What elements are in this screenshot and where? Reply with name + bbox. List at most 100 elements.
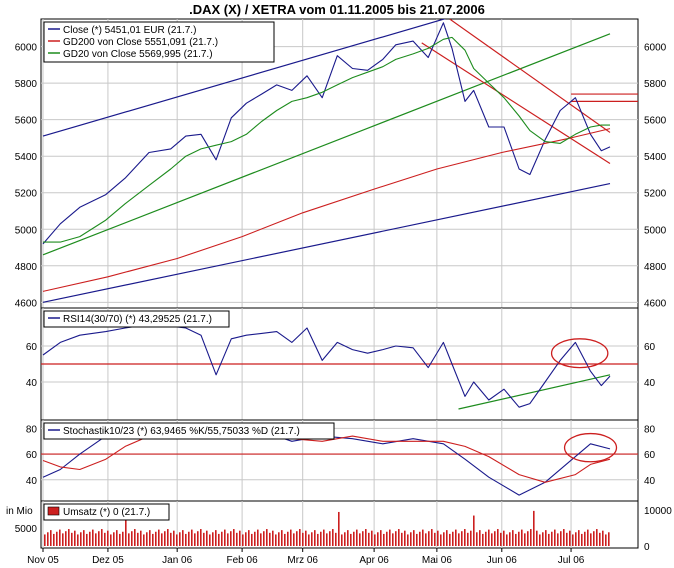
volume-bar bbox=[428, 531, 430, 546]
volume-bar bbox=[149, 530, 151, 546]
stochastic-ytick-label-left: 80 bbox=[26, 424, 38, 435]
volume-bar bbox=[113, 532, 115, 546]
rsi-ytick-label-left: 40 bbox=[26, 378, 38, 389]
volume-bar bbox=[527, 531, 529, 546]
volume-bar bbox=[551, 531, 553, 546]
stochastic-ytick-label-left: 40 bbox=[26, 476, 38, 487]
volume-bar bbox=[305, 530, 307, 546]
volume-bar bbox=[386, 531, 388, 546]
volume-bar bbox=[128, 533, 130, 546]
volume-bar bbox=[236, 532, 238, 546]
volume-bar bbox=[347, 530, 349, 546]
volume-bar bbox=[362, 531, 364, 546]
volume-bar bbox=[44, 534, 46, 546]
volume-bar bbox=[167, 529, 169, 546]
volume-bar bbox=[107, 530, 109, 546]
volume-bar bbox=[83, 530, 85, 546]
price-plot-area bbox=[42, 19, 611, 303]
volume-bar bbox=[554, 529, 556, 546]
stochastic-ytick-label-left: 60 bbox=[26, 450, 38, 461]
volume-bar bbox=[245, 532, 247, 546]
volume-bar bbox=[383, 533, 385, 546]
volume-bar bbox=[401, 532, 403, 546]
volume-bar bbox=[281, 530, 283, 546]
volume-bar bbox=[134, 529, 136, 546]
volume-bar bbox=[449, 533, 451, 546]
chart-title: .DAX (X) / XETRA vom 01.11.2005 bis 21.0… bbox=[189, 2, 485, 17]
volume-bar bbox=[596, 529, 598, 546]
volume-bar bbox=[152, 533, 154, 546]
volume-bar bbox=[59, 529, 61, 546]
x-tick-label: Jun 06 bbox=[487, 555, 517, 566]
volume-bar bbox=[599, 532, 601, 546]
volume-bar bbox=[452, 531, 454, 546]
price-ytick-label-left: 4800 bbox=[15, 262, 38, 273]
rsi-panel: 40 40 60 60 RSI14(30/70) (*) 43,29525 (21.7.… bbox=[26, 307, 656, 421]
volume-bar bbox=[173, 530, 175, 546]
volume-bar bbox=[203, 532, 205, 546]
volume-bar bbox=[458, 533, 460, 546]
volume-bar bbox=[155, 531, 157, 546]
volume-bar bbox=[53, 533, 55, 546]
volume-bar bbox=[443, 532, 445, 546]
volume-bar bbox=[299, 529, 301, 546]
stochastic-ytick-label-right: 80 bbox=[644, 424, 656, 435]
volume-bar bbox=[359, 533, 361, 546]
volume-bar bbox=[425, 533, 427, 546]
stochastic-legend: Stochastik10/23 (*) 63,9465 %K/55,75033 … bbox=[43, 422, 335, 440]
volume-bar bbox=[182, 530, 184, 546]
volume-bar bbox=[497, 529, 499, 546]
price-series-line-2 bbox=[43, 36, 610, 243]
volume-bar bbox=[407, 534, 409, 546]
volume-bar bbox=[158, 529, 160, 546]
volume-bar bbox=[143, 534, 145, 546]
volume-legend-box bbox=[43, 503, 170, 521]
volume-bar bbox=[506, 534, 508, 546]
volume-bar bbox=[137, 532, 139, 546]
volume-bar bbox=[473, 515, 475, 546]
volume-bar bbox=[179, 532, 181, 546]
volume-bar bbox=[539, 534, 541, 546]
volume-bar bbox=[530, 529, 532, 546]
price-ytick-label-right: 6000 bbox=[644, 43, 667, 54]
volume-bar bbox=[392, 533, 394, 546]
volume-bar bbox=[476, 532, 478, 546]
x-axis: Nov 05 Dez 05 Jan 06 Feb 06 Mrz 06 Apr 06 Mai … bbox=[27, 548, 585, 566]
volume-bar bbox=[266, 529, 268, 546]
volume-bar bbox=[470, 530, 472, 546]
volume-bar bbox=[197, 531, 199, 546]
volume-bar bbox=[227, 533, 229, 546]
volume-bar bbox=[560, 531, 562, 546]
rsi-ytick-label-right: 60 bbox=[644, 342, 656, 353]
volume-bar bbox=[218, 533, 220, 546]
volume-bar bbox=[92, 529, 94, 546]
volume-bar bbox=[608, 532, 610, 546]
price-ytick-label-left: 5600 bbox=[15, 116, 38, 127]
stochastic-ytick-label-right: 60 bbox=[644, 450, 656, 461]
price-ytick-label-right: 5400 bbox=[644, 152, 667, 163]
volume-bar bbox=[536, 530, 538, 546]
volume-bar bbox=[125, 518, 127, 546]
volume-bar bbox=[566, 532, 568, 546]
volume-bar bbox=[557, 533, 559, 546]
price-trendline bbox=[42, 183, 611, 303]
volume-bar bbox=[398, 529, 400, 546]
volume-bar bbox=[590, 533, 592, 546]
volume-bar bbox=[584, 531, 586, 546]
volume-bar bbox=[545, 530, 547, 546]
volume-bar bbox=[389, 529, 391, 546]
volume-bar bbox=[293, 533, 295, 546]
volume-bar bbox=[110, 534, 112, 546]
x-tick-label: Nov 05 bbox=[27, 555, 59, 566]
stochastic-series-line-1 bbox=[42, 430, 611, 483]
rsi-legend-box bbox=[43, 310, 230, 328]
volume-bar bbox=[569, 530, 571, 546]
volume-ytick-label-right: 10000 bbox=[644, 506, 672, 517]
volume-bar bbox=[485, 531, 487, 546]
volume-bar bbox=[191, 529, 193, 546]
volume-bar bbox=[491, 533, 493, 546]
price-trendline bbox=[449, 19, 611, 133]
volume-bar bbox=[356, 529, 358, 546]
rsi-legend: RSI14(30/70) (*) 43,29525 (21.7.) bbox=[43, 310, 230, 328]
price-ytick-label-left: 4600 bbox=[15, 298, 38, 309]
